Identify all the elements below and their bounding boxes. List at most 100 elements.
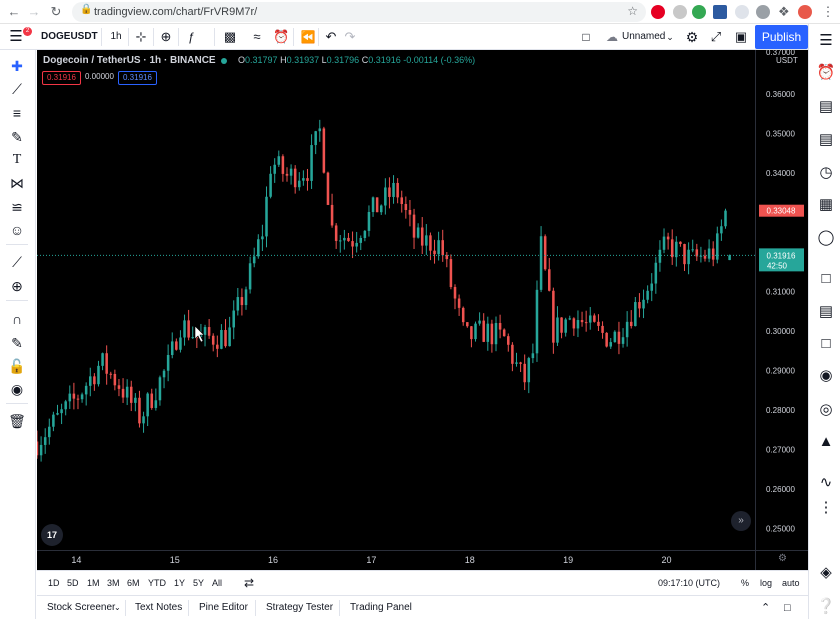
shield-extension-icon[interactable] (735, 5, 749, 19)
news-icon[interactable]: ▤ (818, 131, 834, 148)
camera-icon[interactable]: ▣ (734, 29, 748, 44)
ideas-bulb-icon[interactable]: ◯ (817, 229, 835, 246)
trash-icon[interactable]: 🗑 (8, 413, 26, 429)
chart-pane[interactable]: USDT0.370000.360000.350000.340000.330000… (37, 50, 808, 570)
buy-price-button[interactable]: 0.31916 (118, 71, 157, 85)
tab-stock-screener[interactable]: Stock Screener (47, 602, 116, 613)
trading-icon[interactable]: ∿ (819, 474, 833, 491)
fib-retracement-icon[interactable]: ≡ (12, 105, 22, 121)
tab-pine-editor[interactable]: Pine Editor (199, 602, 248, 613)
candle-body (707, 248, 711, 259)
sell-price-button[interactable]: 0.31916 (42, 71, 81, 85)
ruler-icon[interactable]: ⟋ (12, 254, 22, 270)
chevron-down-icon[interactable]: ⌄ (666, 32, 674, 42)
range-button[interactable]: 3M (107, 578, 120, 588)
main-menu-icon[interactable]: ☰ (9, 28, 23, 45)
interval-button[interactable]: 1h (110, 31, 122, 42)
publish-button[interactable]: Publish (755, 25, 808, 49)
maximize-panel-icon[interactable]: □ (784, 602, 791, 614)
magnet-icon[interactable]: ∩ (11, 311, 23, 327)
range-button[interactable]: YTD (148, 578, 166, 588)
range-button[interactable]: 1D (48, 578, 60, 588)
eye-icon[interactable]: ◉ (10, 381, 24, 397)
chart-legend-title[interactable]: Dogecoin / TetherUS · 1h · BINANCE (43, 55, 216, 66)
redo-icon[interactable]: ↷ (344, 29, 356, 44)
stay-in-drawing-icon[interactable]: ✎ (11, 335, 23, 351)
streams-icon[interactable]: ▤ (818, 303, 834, 320)
reload-icon[interactable]: ↻ (50, 4, 62, 19)
alert-clock-icon[interactable]: ⏰ (273, 29, 290, 44)
scroll-to-realtime-button[interactable]: » (731, 511, 751, 531)
browser-menu-icon[interactable]: ⋮ (821, 4, 835, 19)
candle-body (580, 320, 584, 323)
extension-icon[interactable] (673, 5, 687, 19)
tab-trading-panel[interactable]: Trading Panel (350, 602, 412, 613)
axis-settings-icon[interactable]: ⚙ (778, 553, 787, 564)
range-button[interactable]: 5D (67, 578, 79, 588)
help-icon[interactable]: ❔ (816, 598, 836, 615)
range-button[interactable]: 5Y (193, 578, 205, 588)
candlestick-chart[interactable]: USDT0.370000.360000.350000.340000.330000… (37, 50, 808, 570)
extension-icon[interactable] (713, 5, 727, 19)
trend-line-icon[interactable]: ⟋ (12, 81, 22, 97)
percent-scale-toggle[interactable]: % (741, 578, 750, 588)
hotlist-icon[interactable]: ◷ (819, 164, 833, 181)
range-button[interactable]: All (212, 578, 223, 588)
chats-icon[interactable]: □ (821, 270, 831, 287)
tab-strategy-tester[interactable]: Strategy Tester (266, 602, 334, 613)
notifications-bell-icon[interactable]: ▲ (818, 433, 834, 450)
address-bar[interactable]: 🔒 tradingview.com/chart/FrVR9M7r/ ☆ (72, 2, 646, 22)
candles-icon[interactable]: ⊹ (135, 29, 147, 44)
range-button[interactable]: 6M (127, 578, 140, 588)
undo-icon[interactable]: ↶ (325, 29, 337, 44)
templates-icon[interactable]: ▩ (223, 29, 237, 44)
profile-avatar[interactable] (798, 5, 812, 19)
extension-icon[interactable] (756, 5, 770, 19)
chevron-down-icon[interactable]: ⌄ (114, 603, 121, 612)
forward-arrow-icon[interactable]: → (27, 4, 41, 19)
prediction-icon[interactable]: ≌ (11, 199, 23, 215)
range-button[interactable]: 1M (87, 578, 100, 588)
extension-icon[interactable] (692, 5, 706, 19)
brush-icon[interactable]: ✎ (11, 129, 23, 145)
crosshair-icon[interactable]: ✚ (11, 58, 23, 74)
layers-icon[interactable]: ◈ (820, 564, 832, 581)
replay-icon[interactable]: ⏪ (300, 30, 316, 44)
zoom-in-icon[interactable]: ⊕ (11, 278, 23, 294)
alarm-clock-icon[interactable]: ⏰ (816, 64, 836, 81)
pinterest-extension-icon[interactable] (651, 5, 665, 19)
symbol-search-button[interactable]: DOGEUSDT (41, 31, 98, 42)
pattern-icon[interactable]: ⋈ (10, 175, 24, 191)
auto-scale-toggle[interactable]: auto (782, 578, 800, 588)
range-button[interactable]: 1Y (174, 578, 186, 588)
layout-name[interactable]: Unnamed (622, 31, 666, 42)
compare-plus-icon[interactable]: ⊕ (160, 29, 172, 44)
cloud-icon[interactable]: ☁ (606, 30, 618, 44)
signal-icon[interactable]: ◉ (819, 367, 833, 384)
settings-gear-icon[interactable]: ⚙ (685, 29, 699, 45)
go-to-date-icon[interactable]: ⇄ (244, 576, 255, 590)
log-scale-toggle[interactable]: log (760, 578, 773, 588)
close-key: C (361, 55, 369, 65)
emoji-icon[interactable]: ☺ (9, 222, 25, 238)
bookmark-star-icon[interactable]: ☆ (627, 4, 638, 18)
puzzle-icon[interactable]: ❖ (778, 4, 790, 19)
lock-icon[interactable]: 🔓 (8, 358, 26, 374)
back-arrow-icon[interactable]: ← (7, 4, 21, 19)
order-panel-icon[interactable]: ⋮ (818, 499, 834, 516)
calendar-icon[interactable]: ▦ (818, 196, 834, 213)
broadcast-icon[interactable]: ◎ (819, 401, 833, 418)
collapse-panel-icon[interactable]: ⌃ (761, 602, 771, 614)
watchlist-icon[interactable]: ☰ (819, 32, 833, 49)
text-tool-icon[interactable]: T (12, 152, 22, 167)
indicators-fx-icon[interactable]: ƒ (187, 30, 195, 44)
chart-type-icon[interactable]: ≈ (253, 29, 261, 44)
tradingview-logo[interactable]: 17 (41, 524, 63, 546)
tab-text-notes[interactable]: Text Notes (135, 602, 183, 613)
change-value: -0.00114 (-0.36%) (403, 55, 476, 65)
fullscreen-icon[interactable]: ⤢ (710, 29, 722, 44)
messages-icon[interactable]: □ (821, 335, 831, 352)
fullscreen-box-icon[interactable]: □ (582, 30, 590, 44)
data-window-icon[interactable]: ▤ (818, 98, 834, 115)
utc-clock[interactable]: 09:17:10 (UTC) (658, 578, 721, 588)
